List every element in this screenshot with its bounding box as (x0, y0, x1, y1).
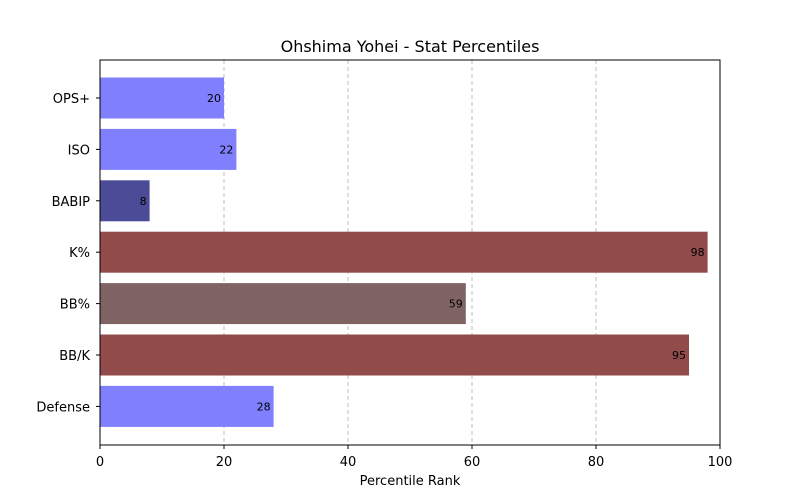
bar-value-label: 8 (140, 195, 147, 208)
bar-ops (100, 77, 224, 119)
bar-value-label: 20 (207, 92, 221, 105)
y-tick-label: OPS+ (53, 92, 90, 107)
y-tick-label: ISO (68, 143, 90, 158)
x-tick-label: 100 (708, 455, 733, 470)
y-tick-label: BB/K (59, 349, 90, 364)
y-tick-label: K% (69, 246, 90, 261)
x-axis-label: Percentile Rank (360, 474, 461, 489)
y-tick-label: BB% (60, 298, 90, 313)
x-tick-label: 20 (216, 455, 233, 470)
bar-layer: 20 22 8 98 59 95 28 (100, 77, 708, 427)
bar-babip (100, 180, 150, 222)
y-tick-label: Defense (36, 400, 90, 415)
x-tick-label: 40 (340, 455, 357, 470)
bar-value-label: 28 (257, 400, 271, 413)
bar-value-label: 98 (691, 246, 705, 259)
x-tick-label: 60 (464, 455, 481, 470)
bar-value-label: 22 (219, 143, 233, 156)
bar-value-label: 59 (449, 298, 463, 311)
y-tick-label: BABIP (52, 195, 91, 210)
y-axis: OPS+ ISO BABIP K% BB% BB/K Defense (36, 92, 100, 415)
bar-bb (100, 283, 466, 325)
bar-k (100, 231, 708, 273)
x-axis: 0 20 40 60 80 100 (96, 445, 733, 470)
bar-value-label: 95 (672, 349, 686, 362)
plot-frame (99, 59, 721, 446)
bar-iso (100, 128, 237, 170)
x-tick-label: 80 (588, 455, 605, 470)
bar-bb-k (100, 334, 689, 376)
bar-defense (100, 385, 274, 427)
x-tick-label: 0 (96, 455, 104, 470)
chart-title: Ohshima Yohei - Stat Percentiles (281, 37, 540, 56)
